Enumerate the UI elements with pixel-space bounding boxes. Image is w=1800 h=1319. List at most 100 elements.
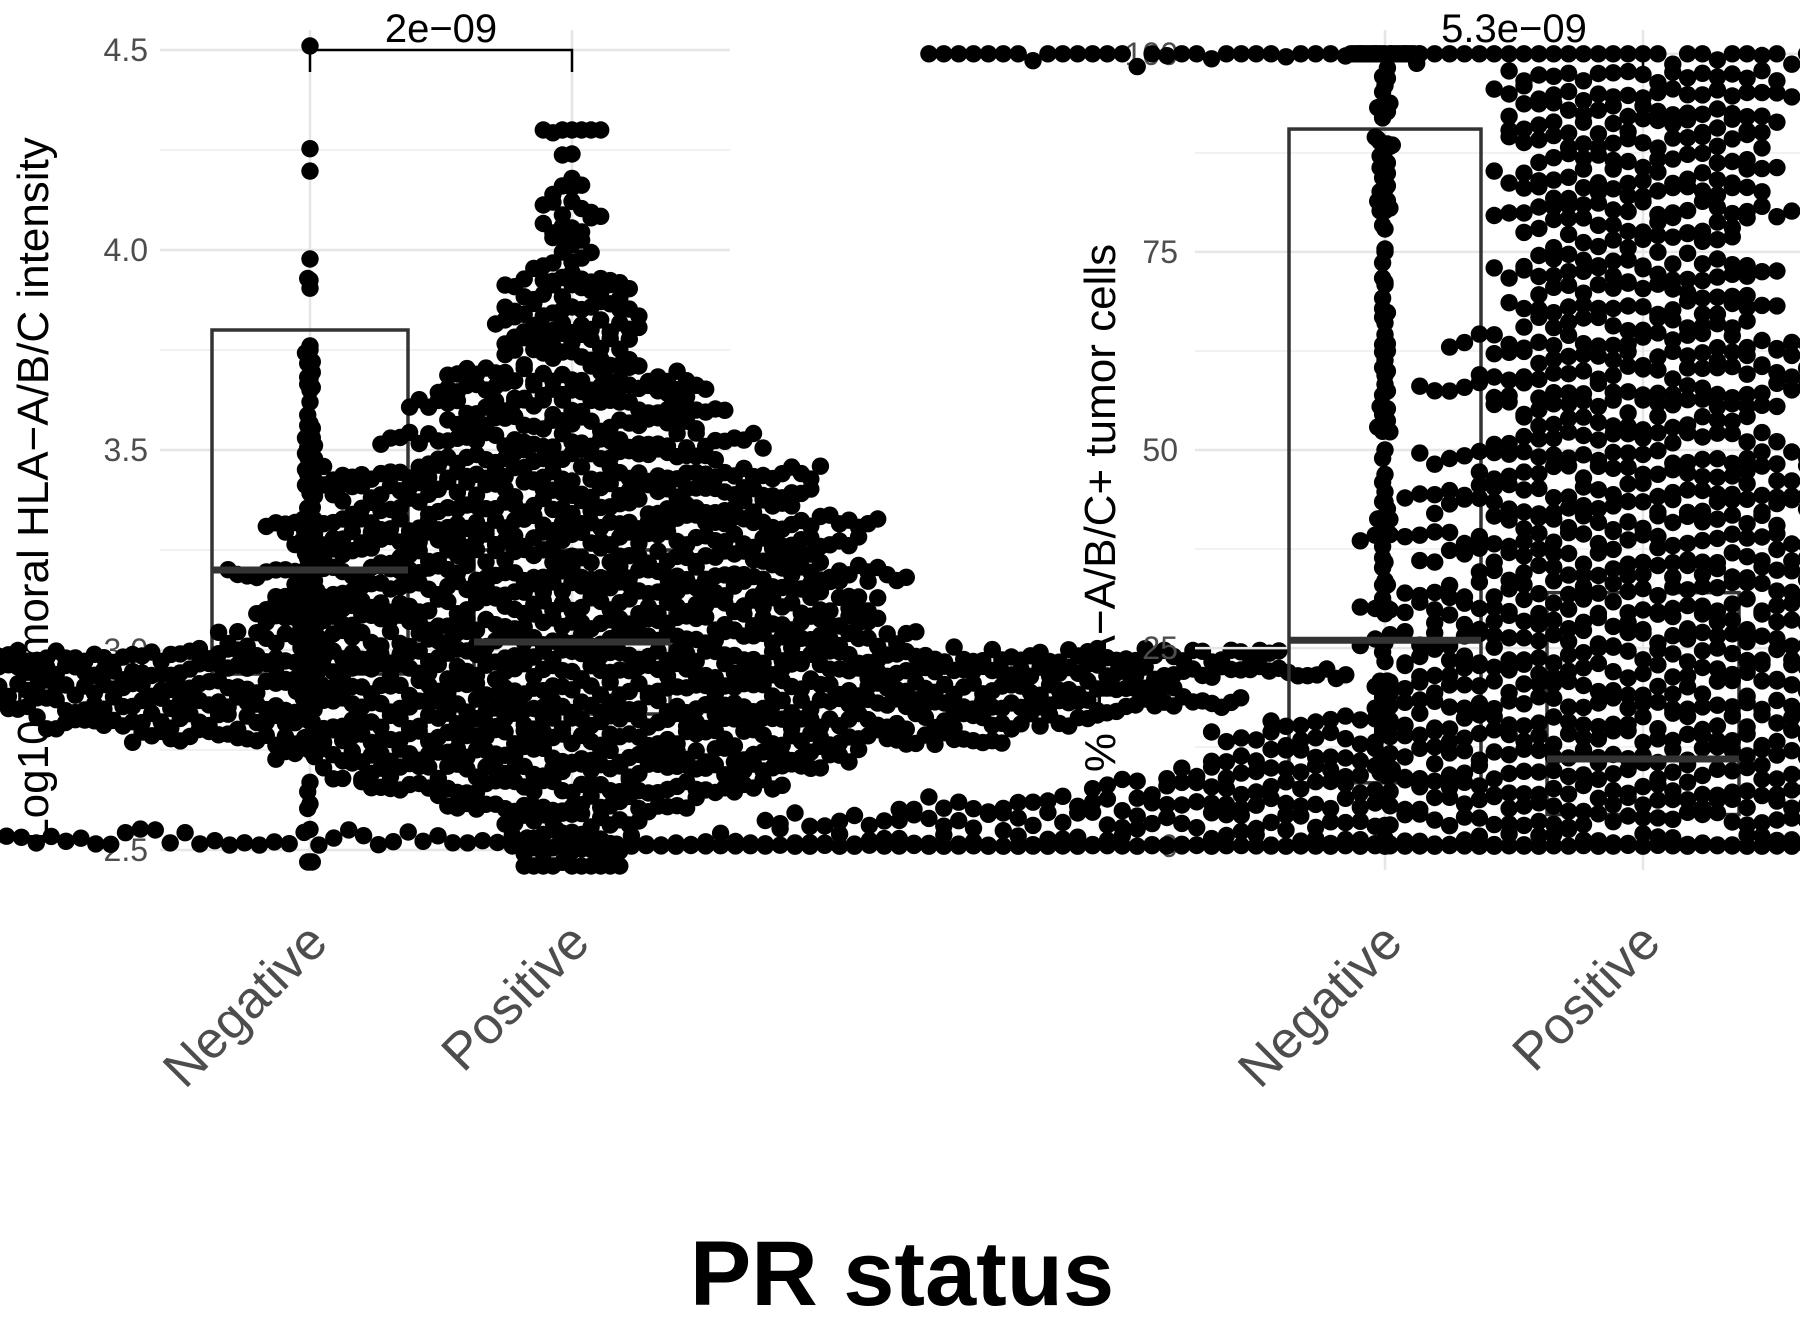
data-point: [1270, 642, 1288, 660]
data-point: [592, 836, 611, 854]
data-point: [1530, 389, 1548, 407]
data-point: [1738, 365, 1756, 383]
data-point: [1545, 558, 1563, 576]
data-point: [1753, 552, 1771, 570]
data-point: [1009, 827, 1027, 845]
data-point: [439, 757, 457, 775]
data-point: [1693, 123, 1712, 142]
data-point: [1545, 318, 1563, 337]
data-point: [1376, 571, 1394, 590]
data-point: [1440, 576, 1459, 595]
data-point: [1708, 154, 1727, 172]
data-point: [1559, 488, 1578, 506]
data-point: [1797, 639, 1800, 651]
data-point: [1366, 835, 1384, 853]
data-point: [1723, 544, 1742, 562]
data-point: [1515, 164, 1533, 182]
data-point: [1128, 820, 1146, 838]
data-point: [697, 719, 715, 738]
data-point: [1559, 646, 1578, 664]
data-point: [1589, 101, 1608, 119]
data-point: [1113, 770, 1132, 789]
data-point: [1545, 489, 1563, 507]
data-point: [1574, 209, 1593, 227]
data-point: [1232, 729, 1251, 747]
data-point: [1649, 809, 1667, 827]
data-point: [1426, 601, 1444, 619]
data-point: [1604, 796, 1622, 814]
data-point: [1366, 128, 1385, 146]
data-point: [1753, 700, 1771, 719]
data-point: [1337, 666, 1355, 684]
data-point: [1411, 832, 1429, 850]
data-point: [1604, 366, 1622, 385]
data-point: [1634, 298, 1652, 316]
data-point: [1783, 799, 1800, 817]
data-point: [1678, 45, 1697, 63]
data-point: [1693, 553, 1712, 571]
data-point: [1753, 528, 1771, 546]
data-point: [582, 553, 600, 572]
data-point: [1321, 799, 1340, 818]
data-point: [1708, 305, 1727, 323]
data-point: [1693, 105, 1712, 124]
data-point: [314, 551, 333, 569]
data-point: [534, 307, 552, 325]
y-tick-label: 4.5: [104, 32, 148, 68]
data-point: [1604, 279, 1622, 297]
data-point: [1470, 366, 1489, 384]
data-point: [1783, 487, 1800, 505]
data-point: [1768, 433, 1786, 451]
data-point: [1783, 202, 1800, 220]
data-point: [1378, 303, 1397, 322]
data-point: [1783, 583, 1800, 601]
data-point: [1604, 663, 1622, 681]
data-point: [907, 623, 925, 641]
data-point: [1411, 668, 1429, 686]
data-point: [1500, 764, 1518, 783]
data-point: [1664, 782, 1682, 800]
data-point: [1768, 746, 1786, 764]
data-point: [1619, 404, 1637, 422]
data-point: [1217, 45, 1236, 63]
data-point: [1559, 449, 1578, 467]
data-point: [1723, 412, 1742, 430]
data-point: [1321, 748, 1340, 766]
data-point: [1426, 640, 1444, 658]
data-point: [1098, 790, 1117, 808]
data-point: [1173, 814, 1191, 833]
data-point: [1678, 145, 1697, 163]
data-point: [1634, 686, 1652, 704]
data-point: [1678, 725, 1697, 743]
data-point: [1247, 731, 1265, 749]
data-point: [1634, 279, 1652, 298]
data-point: [1574, 72, 1593, 90]
data-point: [1693, 317, 1712, 335]
data-point: [1693, 739, 1712, 757]
data-point: [1440, 651, 1459, 669]
data-point: [1559, 101, 1578, 119]
data-point: [716, 401, 734, 419]
data-point: [1753, 197, 1771, 215]
data-point: [1574, 179, 1593, 197]
data-point: [1530, 604, 1548, 623]
data-point: [1619, 322, 1637, 340]
data-point: [305, 436, 324, 455]
data-point: [1440, 523, 1459, 542]
data-point: [1188, 819, 1206, 837]
data-point: [420, 505, 438, 524]
data-point: [533, 833, 551, 851]
data-point: [384, 833, 402, 851]
data-point: [1530, 246, 1548, 265]
data-point: [1545, 337, 1563, 355]
data-point: [429, 827, 447, 845]
data-point: [1693, 799, 1712, 817]
data-point: [1664, 731, 1682, 750]
data-point: [1321, 45, 1340, 63]
data-point: [1768, 714, 1786, 732]
data-point: [1634, 187, 1652, 205]
data-point: [299, 406, 317, 424]
data-point: [1664, 513, 1682, 532]
data-point: [1485, 658, 1503, 676]
data-point: [1604, 299, 1622, 318]
